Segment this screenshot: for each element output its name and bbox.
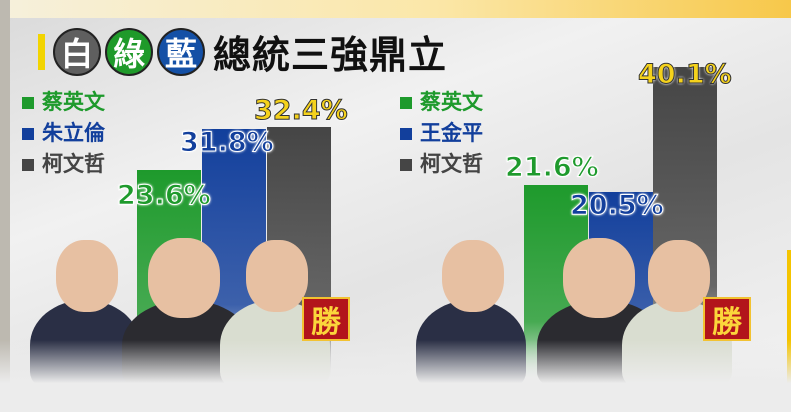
- value-label: 31.8%: [180, 127, 275, 159]
- title-circle-blue: 藍: [157, 27, 205, 76]
- title-accent: [38, 33, 45, 70]
- legend-0: 蔡英文 朱立倫 柯文哲: [22, 87, 105, 180]
- legend-label: 蔡英文: [42, 90, 105, 114]
- legend-swatch: [400, 158, 412, 171]
- legend-swatch: [400, 96, 412, 109]
- legend-swatch: [22, 96, 34, 109]
- legend-swatch: [22, 127, 34, 140]
- legend-label: 王金平: [420, 121, 483, 145]
- value-label: 40.1%: [638, 59, 733, 91]
- title-circle-white: 白: [53, 27, 101, 76]
- value-label: 23.6%: [117, 179, 212, 211]
- legend-label: 柯文哲: [42, 152, 105, 176]
- left-edge: [0, 0, 10, 412]
- title-text: 總統三強鼎立: [213, 33, 448, 77]
- legend-label: 柯文哲: [420, 152, 483, 176]
- legend-item: 蔡英文: [22, 87, 105, 118]
- legend-label: 朱立倫: [42, 121, 105, 145]
- bottom-fade: [0, 340, 791, 412]
- candidate-face: [563, 238, 635, 318]
- legend-label: 蔡英文: [420, 90, 483, 114]
- candidate-face: [56, 240, 118, 312]
- legend-item: 朱立倫: [22, 118, 105, 149]
- legend-item: 柯文哲: [22, 149, 105, 180]
- value-label: 20.5%: [570, 190, 665, 222]
- win-badge: 勝: [703, 297, 751, 341]
- legend-1: 蔡英文 王金平 柯文哲: [400, 87, 483, 180]
- candidate-face: [648, 240, 710, 312]
- value-label: 21.6%: [505, 152, 600, 184]
- legend-item: 蔡英文: [400, 87, 483, 118]
- top-banner: [0, 0, 791, 18]
- legend-item: 王金平: [400, 118, 483, 149]
- legend-swatch: [400, 127, 412, 140]
- page-title: 白 綠 藍 總統三強鼎立: [38, 24, 447, 79]
- candidate-face: [148, 238, 220, 318]
- candidate-face: [246, 240, 308, 312]
- win-badge: 勝: [302, 297, 350, 341]
- legend-swatch: [22, 158, 34, 171]
- candidate-face: [442, 240, 504, 312]
- title-circle-green: 綠: [105, 27, 153, 76]
- value-label: 32.4%: [254, 94, 349, 126]
- right-edge: [787, 250, 791, 412]
- legend-item: 柯文哲: [400, 149, 483, 180]
